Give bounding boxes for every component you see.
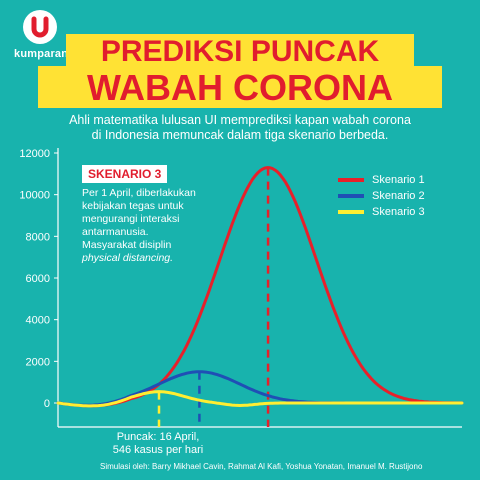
y-tick-label: 12000 xyxy=(19,148,50,160)
legend-swatch-3 xyxy=(338,210,364,214)
subtitle: Ahli matematika lulusan UI memprediksi k… xyxy=(60,113,420,143)
y-tick-label: 10000 xyxy=(19,190,50,202)
note-text: Per 1 April, diberlakukan kebijakan tega… xyxy=(82,187,212,265)
scenario-note: SKENARIO 3 Per 1 April, diberlakukan keb… xyxy=(82,165,212,265)
y-tick-label: 8000 xyxy=(26,231,50,243)
peak-label-1: Puncak: 16 April, xyxy=(116,431,200,443)
legend-label-1: Skenario 1 xyxy=(372,174,425,186)
credits: Simulasi oleh: Barry Mikhael Cavin, Rahm… xyxy=(100,462,423,471)
legend-item: Skenario 1 xyxy=(338,172,425,188)
legend-swatch-2 xyxy=(338,194,364,198)
note-badge: SKENARIO 3 xyxy=(82,165,168,183)
chart-legend: Skenario 1 Skenario 2 Skenario 3 xyxy=(338,172,425,220)
legend-label-3: Skenario 3 xyxy=(372,206,425,218)
note-text-2: Masyarakat disiplin xyxy=(82,239,172,251)
peak-annotation: Puncak: 16 April, 546 kasus per hari xyxy=(96,431,220,457)
y-tick-label: 0 xyxy=(44,398,50,410)
brand-logo[interactable]: kumparan xyxy=(14,10,69,60)
brand-name: kumparan xyxy=(14,48,69,60)
title-line-1: PREDIKSI PUNCAK xyxy=(66,34,414,68)
legend-label-2: Skenario 2 xyxy=(372,190,425,202)
peak-label-2: 546 kasus per hari xyxy=(112,444,204,456)
y-tick-label: 4000 xyxy=(26,315,50,327)
title-line-2: WABAH CORONA xyxy=(38,66,442,108)
legend-swatch-1 xyxy=(338,178,364,182)
note-text-1: Per 1 April, diberlakukan kebijakan tega… xyxy=(82,187,196,238)
y-tick-label: 2000 xyxy=(26,356,50,368)
series-line-3 xyxy=(56,390,464,408)
y-tick-label: 6000 xyxy=(26,273,50,285)
legend-item: Skenario 3 xyxy=(338,204,425,220)
legend-item: Skenario 2 xyxy=(338,188,425,204)
note-text-3: physical distancing. xyxy=(82,252,174,264)
subtitle-line-1: Ahli matematika lulusan UI memprediksi k… xyxy=(69,113,411,127)
subtitle-line-2: di Indonesia memuncak dalam tiga skenari… xyxy=(91,128,389,142)
logo-icon xyxy=(23,10,57,44)
